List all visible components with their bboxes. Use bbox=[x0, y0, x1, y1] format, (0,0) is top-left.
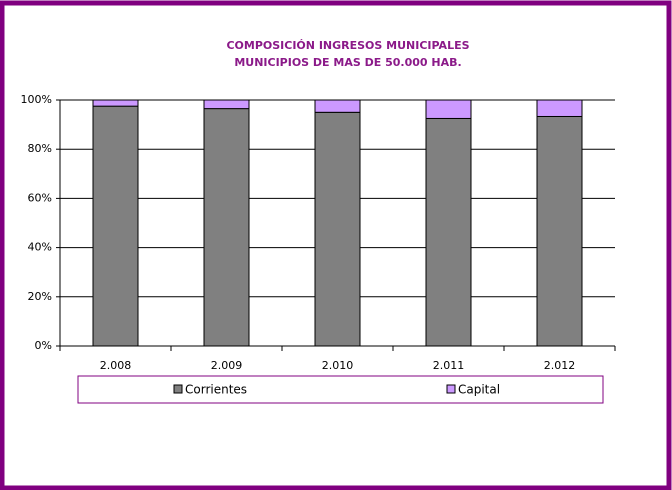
legend-label: Capital bbox=[458, 383, 500, 397]
bar-segment bbox=[536, 99, 583, 117]
bar-segment bbox=[425, 99, 472, 119]
chart-title: MUNICIPIOS DE MAS DE 50.000 HAB. bbox=[234, 56, 461, 69]
bar-segment bbox=[536, 115, 583, 347]
bar-segment bbox=[92, 105, 139, 347]
x-tick-label: 2.010 bbox=[322, 359, 354, 372]
x-tick-label: 2.011 bbox=[433, 359, 465, 372]
legend-swatch bbox=[173, 384, 183, 394]
legend-label: Corrientes bbox=[185, 383, 247, 397]
y-tick-label: 100% bbox=[21, 93, 52, 106]
y-tick-label: 60% bbox=[28, 191, 52, 204]
x-tick-label: 2.008 bbox=[100, 359, 132, 372]
bar-segment bbox=[425, 117, 472, 347]
x-tick-label: 2.012 bbox=[544, 359, 576, 372]
y-tick-label: 40% bbox=[28, 241, 52, 254]
bar-segment bbox=[203, 108, 250, 347]
legend-box bbox=[77, 375, 604, 404]
chart-title: COMPOSICIÓN INGRESOS MUNICIPALES bbox=[226, 39, 469, 52]
bar-segment bbox=[314, 111, 361, 347]
bar-segment bbox=[92, 99, 139, 107]
legend-swatch bbox=[446, 384, 456, 394]
y-tick-label: 20% bbox=[28, 290, 52, 303]
y-tick-label: 80% bbox=[28, 142, 52, 155]
bar-segment bbox=[203, 99, 250, 110]
y-tick-label: 0% bbox=[35, 339, 52, 352]
bar-segment bbox=[314, 99, 361, 113]
x-tick-label: 2.009 bbox=[211, 359, 243, 372]
